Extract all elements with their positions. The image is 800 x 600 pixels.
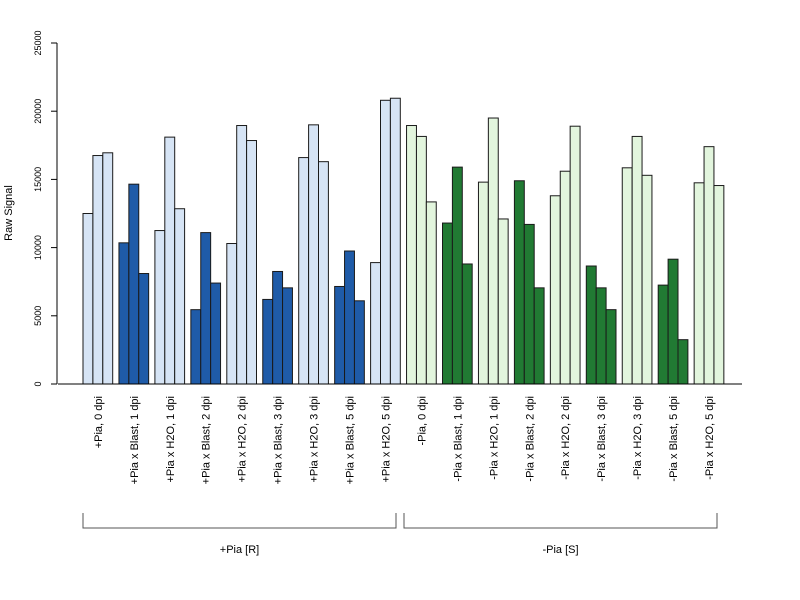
y-tick-label: 15000 [33,167,43,192]
group-bracket [82,513,397,529]
bar [226,243,238,385]
bar [246,140,258,385]
bar [190,309,202,385]
bar [713,185,725,385]
y-tick-label: 5000 [33,306,43,326]
bar [308,124,320,385]
bar [513,180,525,385]
bar [128,183,140,385]
bar [380,99,391,385]
bar [154,230,166,385]
bar [703,146,715,385]
bar [415,135,427,385]
x-tick-label: -Pia x H2O, 5 dpi [704,396,716,480]
bar [92,155,104,385]
bar [102,152,114,385]
x-tick-label: +Pia, 0 dpi [93,396,105,448]
bar [425,201,437,385]
bar [236,125,248,385]
x-tick-label: +Pia x Blast, 1 dpi [129,396,141,484]
bar [487,117,499,385]
x-tick-label: +Pia x Blast, 2 dpi [201,396,213,484]
x-tick-label: +Pia x Blast, 5 dpi [345,396,357,484]
x-tick-label: -Pia x Blast, 5 dpi [668,396,680,482]
bar [631,135,643,385]
group-label: -Pia [S] [542,544,578,556]
x-tick-label: +Pia x H2O, 5 dpi [380,396,392,483]
bar [559,170,571,385]
x-tick-label: +Pia x H2O, 3 dpi [309,396,321,483]
bar [406,125,417,385]
bar [641,174,653,385]
y-axis: 0 5000 10000 15000 20000 25000 [33,30,58,387]
x-tick-label: -Pia x H2O, 1 dpi [488,396,500,480]
x-tick-label: -Pia, 0 dpi [416,396,428,446]
y-axis-label: Raw Signal [3,185,15,241]
x-tick-labels: +Pia, 0 dpi +Pia x Blast, 1 dpi +Pia x H2O… [93,396,716,484]
bar [282,287,293,385]
bar [82,213,94,385]
bar [549,195,561,385]
bar [451,166,463,385]
bar [621,167,633,385]
bars [82,97,725,385]
y-tick-label: 25000 [33,30,43,55]
y-tick-label: 10000 [33,235,43,260]
bar [605,309,617,385]
x-tick-label: -Pia x Blast, 1 dpi [452,396,464,482]
bar [461,263,473,385]
bar [118,242,130,385]
x-tick-label: -Pia x Blast, 3 dpi [596,396,608,482]
bar [497,218,509,385]
bar [334,285,346,385]
bar [389,97,401,385]
group-label: +Pia [R] [220,544,259,556]
bar [677,339,689,385]
bar [164,136,176,385]
x-tick-label: +Pia x H2O, 1 dpi [165,396,177,483]
y-tick-label: 20000 [33,99,43,124]
x-tick-label: +Pia x Blast, 3 dpi [273,396,285,484]
bar [138,273,150,385]
bar [533,287,545,385]
bar [693,182,705,385]
bar [344,250,355,385]
bar [477,181,489,385]
bar [595,287,607,385]
x-tick-label: +Pia x H2O, 2 dpi [237,396,249,483]
bar [667,258,679,385]
bar [210,282,222,385]
group-brackets: +Pia [R] -Pia [S] [82,513,718,556]
x-tick-label: -Pia x H2O, 3 dpi [632,396,644,480]
bar [298,157,310,385]
bar [272,270,284,385]
x-tick-label: -Pia x Blast, 2 dpi [524,396,536,482]
bar [262,298,274,385]
bar [657,284,669,385]
bar [442,222,453,385]
y-tick-label: 0 [33,381,43,386]
x-tick-label: -Pia x H2O, 2 dpi [560,396,572,480]
bar [370,262,382,385]
group-bracket [403,513,718,529]
bar [200,232,212,385]
bar [318,161,329,385]
bar [569,125,581,385]
bar [585,265,597,385]
bar [174,208,186,385]
bar [523,223,535,385]
bar [353,300,365,385]
